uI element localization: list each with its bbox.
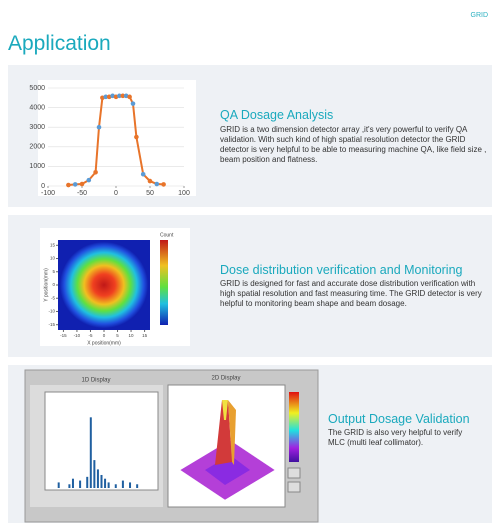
data-point [134, 134, 139, 140]
y-tick-label: 1000 [29, 163, 45, 170]
x-axis-label: X position(mm) [87, 340, 121, 346]
panel-title: 1D Display [81, 378, 110, 384]
bar [79, 480, 82, 488]
bar [86, 476, 89, 488]
y-tick-label: 15 [50, 242, 56, 247]
data-point [72, 182, 78, 187]
x-tick-label: -50 [77, 190, 87, 197]
colorbar [160, 240, 168, 325]
x-tick-label: 0 [103, 333, 106, 338]
button[interactable] [287, 481, 301, 493]
x-tick-label: 15 [142, 333, 148, 338]
data-point [93, 169, 98, 175]
chart-frame [38, 80, 196, 196]
data-point [127, 94, 132, 100]
page-title: Application [8, 32, 111, 55]
data-point [161, 182, 166, 187]
data-point [66, 182, 71, 188]
colorbar-title: Count [160, 232, 174, 238]
bar [68, 484, 71, 488]
bar [100, 474, 103, 488]
data-point [154, 181, 160, 187]
y-tick-label: 5000 [29, 85, 45, 92]
y-tick-label: -5 [51, 295, 55, 300]
bar [71, 478, 74, 488]
x-tick-label: -5 [88, 333, 92, 338]
y-tick-label: 2000 [29, 144, 45, 151]
bar [104, 478, 107, 488]
data-point [120, 93, 126, 99]
section-body: GRID is a two dimension detector array ,… [220, 125, 487, 164]
colorbar [289, 392, 299, 462]
bar [89, 417, 92, 488]
bar [96, 469, 99, 488]
x-tick-label: 50 [146, 190, 154, 197]
section-title: QA Dosage Analysis [220, 108, 334, 122]
x-tick-label: 100 [178, 190, 190, 197]
bar [93, 460, 96, 488]
plot-area [44, 391, 159, 491]
data-point [86, 177, 92, 183]
y-tick-label: -10 [48, 309, 55, 314]
section-title: Output Dosage Validation [328, 412, 470, 426]
y-tick-label: -15 [48, 322, 55, 327]
button[interactable] [287, 467, 301, 479]
bar [129, 482, 132, 488]
y-tick-label: 0 [52, 282, 55, 287]
data-point [79, 181, 85, 187]
data-point [96, 124, 102, 130]
x-tick-label: 0 [114, 190, 118, 197]
y-tick-label: 3000 [29, 124, 45, 131]
y-axis-label: Y position(mm) [43, 268, 49, 302]
heatmap-field [59, 241, 149, 329]
bar [107, 482, 110, 488]
x-tick-label: -100 [41, 190, 55, 197]
y-tick-label: 5 [52, 269, 55, 274]
data-point [147, 178, 153, 184]
y-tick-label: 10 [50, 256, 56, 261]
x-tick-label: 10 [129, 333, 135, 338]
data-point [117, 93, 122, 99]
bar [121, 480, 124, 488]
y-tick-label: 0 [41, 183, 45, 190]
y-tick-label: 4000 [29, 104, 45, 111]
data-point [140, 171, 146, 177]
x-tick-label: -10 [74, 333, 81, 338]
x-tick-label: 5 [116, 333, 119, 338]
brand: GRID [470, 12, 489, 19]
bar [114, 484, 117, 488]
section-title: Dose distribution verification and Monit… [220, 263, 463, 277]
section-body: GRID is designed for fast and accurate d… [220, 279, 482, 308]
bar [136, 484, 139, 488]
section-body: The GRID is also very helpful to verify … [328, 428, 463, 447]
surface-plot [179, 400, 276, 501]
x-tick-label: -15 [60, 333, 67, 338]
data-point [130, 101, 136, 106]
bar [57, 482, 60, 488]
panel-title: 2D Display [211, 376, 240, 382]
data-point [103, 94, 109, 100]
